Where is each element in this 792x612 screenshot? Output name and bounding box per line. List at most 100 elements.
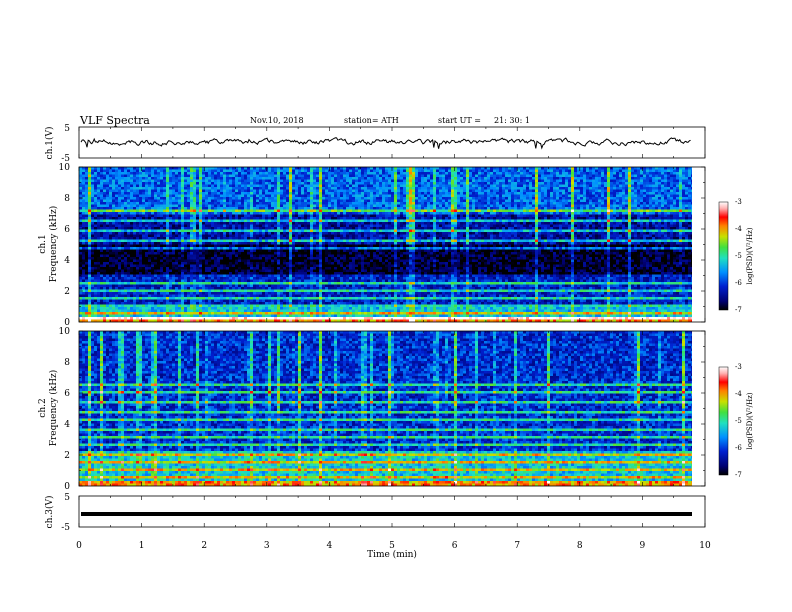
- spectrogram-cell-run: [370, 199, 374, 203]
- spectrogram-cell-run: [310, 194, 314, 198]
- spectrogram-cell-run: [532, 187, 536, 190]
- spectrogram-cell-run: [127, 224, 131, 228]
- spectrogram-cell-run: [307, 212, 311, 215]
- spectrogram-cell-run: [682, 222, 686, 225]
- spectrogram-cell-run: [151, 169, 155, 173]
- spectrogram-cell-run: [499, 197, 503, 200]
- spectrogram-cell-run: [556, 172, 560, 175]
- spectrogram-cell-run: [445, 182, 449, 185]
- spectrogram-cell-run: [673, 219, 677, 223]
- spectrogram-cell-run: [403, 177, 407, 180]
- spectrogram-cell-run: [106, 177, 110, 180]
- spectrogram-cell-run: [448, 194, 452, 198]
- spectrogram-cell-run: [403, 187, 407, 190]
- spectrogram-cell-run: [532, 214, 536, 218]
- spectrogram-cell-run: [109, 187, 113, 190]
- spectrogram-cell-run: [577, 189, 581, 193]
- spectrogram-cell-run: [406, 219, 410, 223]
- spectrogram-cell-run: [526, 222, 530, 225]
- spectrogram-cell-run: [241, 187, 245, 190]
- spectrogram-cell-run: [340, 209, 344, 213]
- spectrogram-cell-run: [268, 187, 272, 190]
- spectrogram-cell-run: [190, 204, 194, 208]
- spectrogram-cell-run: [355, 169, 359, 173]
- spectrogram-cell-run: [655, 214, 659, 218]
- spectrogram-cell-run: [436, 172, 440, 175]
- spectrogram-cell-run: [202, 222, 206, 225]
- spectrogram-cell-run: [103, 227, 107, 230]
- spectrogram-cell-run: [559, 167, 563, 170]
- spectrogram-cell-run: [199, 174, 203, 178]
- spectrogram-cell-run: [535, 207, 539, 210]
- spectrogram-cell-run: [364, 224, 368, 228]
- spectrogram-cell-run: [403, 212, 407, 215]
- spectrogram-cell-run: [520, 182, 524, 185]
- spectrogram-cell-run: [523, 172, 527, 175]
- spectrogram-cell-run: [496, 172, 500, 175]
- spectrogram-cell-run: [166, 194, 170, 198]
- spectrogram-cell-run: [577, 197, 581, 200]
- spectrogram-cell-run: [208, 169, 212, 173]
- spectrogram-cell-run: [178, 222, 182, 225]
- spectrogram-cell-run: [349, 204, 353, 208]
- spectrogram-cell-run: [673, 212, 677, 215]
- spectrogram-cell-run: [439, 212, 443, 215]
- spectrogram-cell-run: [451, 184, 455, 188]
- spectrogram-cell-run: [475, 182, 479, 185]
- spectrogram-cell-run: [673, 222, 677, 225]
- spectrogram-cell-run: [673, 204, 677, 208]
- spectrogram-cell-run: [172, 224, 176, 228]
- spectrogram-cell-run: [631, 182, 635, 185]
- spectrogram-cell-run: [526, 194, 530, 198]
- spectrogram-cell-run: [598, 167, 602, 170]
- spectrogram-cell-run: [259, 167, 263, 170]
- spectrogram-cell-run: [391, 182, 395, 185]
- spectrogram-cell-run: [535, 222, 539, 225]
- spectrogram-cell-run: [358, 222, 362, 225]
- spectrogram-cell-run: [124, 172, 128, 175]
- spectrogram-cell-run: [682, 197, 686, 200]
- spectrogram-cell-run: [490, 194, 494, 198]
- spectrogram-cell-run: [490, 182, 494, 185]
- spectrogram-cell-run: [85, 182, 89, 185]
- spectrogram-cell-run: [274, 184, 278, 188]
- spectrogram-cell-run: [679, 219, 683, 223]
- spectrogram-cell-run: [433, 172, 437, 175]
- spectrogram-cell-run: [550, 169, 554, 173]
- spectrogram-cell-run: [280, 184, 284, 188]
- spectrogram-cell-run: [202, 167, 206, 170]
- spectrogram-cell-run: [118, 172, 122, 175]
- spectrogram-cell-run: [400, 167, 404, 170]
- spectrogram-cell-run: [190, 169, 194, 173]
- spectrogram-cell-run: [85, 192, 89, 195]
- spectrogram-cell-run: [439, 217, 443, 220]
- spectrogram-cell-run: [364, 177, 368, 180]
- spectrogram-cell-run: [577, 207, 581, 210]
- spectrogram-cell-run: [616, 212, 620, 215]
- spectrogram-cell-run: [109, 177, 113, 180]
- spectrogram-cell-run: [619, 187, 623, 190]
- spectrogram-cell-run: [580, 187, 584, 190]
- spectrogram-cell-run: [544, 219, 548, 223]
- spectrogram-cell-run: [520, 214, 524, 218]
- spectrogram-cell-run: [490, 204, 494, 208]
- spectrogram-cell-run: [295, 187, 299, 190]
- spectrogram-cell-run: [472, 177, 476, 180]
- spectrogram-cell-run: [181, 169, 185, 173]
- spectrogram-cell-run: [229, 212, 233, 215]
- spectrogram-cell-run: [421, 172, 425, 175]
- spectrogram-cell-run: [553, 212, 557, 215]
- spectrogram-cell-run: [361, 199, 365, 203]
- spectrogram-cell-run: [502, 174, 506, 178]
- spectrogram-cell-run: [286, 189, 290, 193]
- spectrogram-cell-run: [292, 214, 296, 218]
- spectrogram-cell-run: [367, 172, 371, 175]
- spectrogram-cell-run: [184, 204, 188, 208]
- spectrogram-cell-run: [325, 179, 329, 183]
- spectrogram-cell-run: [514, 189, 518, 193]
- spectrogram-cell-run: [484, 184, 488, 188]
- spectrogram-cell-run: [631, 189, 635, 193]
- spectrogram-cell-run: [238, 214, 242, 218]
- spectrogram-cell-run: [400, 199, 404, 203]
- spectrogram-cell-run: [643, 179, 647, 183]
